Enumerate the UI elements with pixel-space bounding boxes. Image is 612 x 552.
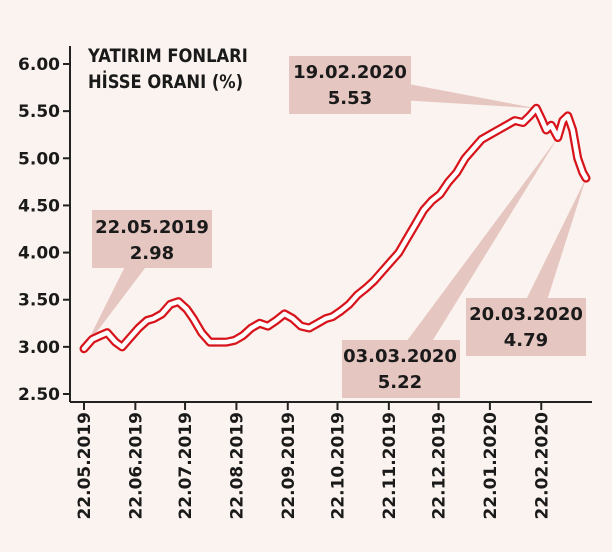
x-tick-label: 22.12.2019 xyxy=(430,412,450,520)
annotation-date-19-02-2020: 19.02.2020 xyxy=(293,62,407,83)
annotation-value-22-05-2019: 2.98 xyxy=(130,243,174,264)
x-tick-label: 22.02.2020 xyxy=(532,412,552,520)
callout-pointer-20-03-2020 xyxy=(514,178,586,332)
chart-title-line-1: YATIRIM FONLARI xyxy=(87,46,248,67)
annotation-box-19-02-2020 xyxy=(289,56,411,114)
annotation-date-03-03-2020: 03.03.2020 xyxy=(343,346,457,367)
x-tick-label: 22.06.2019 xyxy=(126,412,146,520)
x-tick-label: 22.10.2019 xyxy=(328,412,348,520)
annotation-value-20-03-2020: 4.79 xyxy=(504,330,548,351)
x-tick-label: 22.05.2019 xyxy=(75,412,95,520)
annotation-callouts xyxy=(84,56,586,398)
annotation-box-03-03-2020 xyxy=(342,340,460,398)
annotation-date-22-05-2019: 22.05.2019 xyxy=(95,217,209,238)
y-tick-label: 5.00 xyxy=(18,149,60,169)
y-tick-label: 4.50 xyxy=(18,196,60,216)
x-tick-label: 22.08.2019 xyxy=(227,412,247,520)
annotation-value-19-02-2020: 5.53 xyxy=(328,88,372,109)
x-tick-label: 22.11.2019 xyxy=(380,412,400,520)
y-tick-label: 4.00 xyxy=(18,244,60,264)
x-tick-label: 22.01.2020 xyxy=(481,412,501,520)
callout-pointer-03-03-2020 xyxy=(391,137,558,376)
y-ticks: 6.00 5.50 5.00 4.50 4.00 3.50 3.00 2.50 xyxy=(18,55,70,405)
x-tick-label: 22.09.2019 xyxy=(279,412,299,520)
y-tick-label: 5.50 xyxy=(18,102,60,122)
y-tick-label: 6.00 xyxy=(18,55,60,75)
annotation-date-20-03-2020: 20.03.2020 xyxy=(469,304,583,325)
y-tick-label: 2.50 xyxy=(18,385,60,405)
y-tick-label: 3.50 xyxy=(18,291,60,311)
chart-title-line-2: HİSSE ORANI (%) xyxy=(88,70,243,94)
annotation-box-22-05-2019 xyxy=(92,210,212,268)
x-ticks: 22.05.2019 22.06.2019 22.07.2019 22.08.2019… xyxy=(75,402,552,520)
annotation-box-20-03-2020 xyxy=(466,298,586,356)
series-line-fill xyxy=(81,106,589,351)
y-tick-label: 3.00 xyxy=(18,338,60,358)
annotation-value-03-03-2020: 5.22 xyxy=(378,372,422,393)
x-tick-label: 22.07.2019 xyxy=(176,412,196,520)
